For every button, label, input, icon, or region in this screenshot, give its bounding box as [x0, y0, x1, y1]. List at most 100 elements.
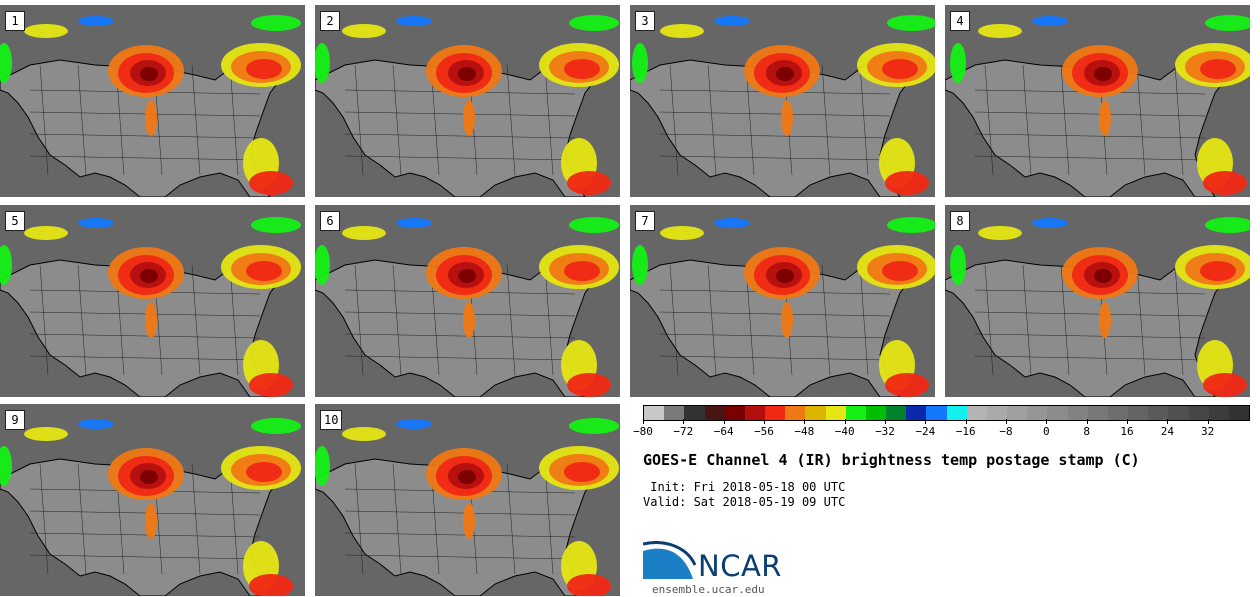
ir-map-graphic: [630, 5, 935, 197]
ir-map-graphic: [315, 205, 620, 397]
colorbar-tick: [643, 419, 644, 424]
member-number-label: 10: [320, 410, 343, 430]
colorbar-tick-label: 32: [1201, 425, 1215, 438]
member-number-label: 2: [320, 11, 340, 31]
valid-time-label: Valid: Sat 2018-05-19 09 UTC: [643, 495, 846, 509]
member-number-label: 7: [635, 211, 655, 231]
colorbar-tick: [683, 419, 685, 424]
colorbar-segment: [1027, 406, 1048, 420]
colorbar-tick-label: −8: [999, 425, 1013, 438]
ir-map-graphic: [945, 205, 1250, 397]
ncar-logo-icon: [643, 541, 697, 579]
colorbar-segment: [744, 406, 766, 420]
ir-satellite-map: [0, 205, 305, 397]
ir-satellite-map: [315, 404, 620, 596]
colorbar-tick-label: −40: [834, 425, 855, 438]
colorbar-segment: [664, 406, 685, 420]
colorbar-tick: [723, 419, 725, 424]
postage-stamp-panel-7: 7: [630, 205, 935, 397]
colorbar-tick-label: −80: [633, 425, 653, 438]
colorbar-tick-label: 0: [1043, 425, 1050, 438]
postage-stamp-panel-8: 8: [945, 205, 1250, 397]
init-time-label: Init: Fri 2018-05-18 00 UTC: [643, 480, 846, 494]
colorbar-segment: [1148, 406, 1169, 420]
colorbar-tick: [764, 419, 765, 424]
colorbar-tick-label: 16: [1120, 425, 1134, 438]
ir-satellite-map: [0, 404, 305, 596]
colorbar-tick: [1046, 419, 1048, 424]
colorbar: [643, 405, 1250, 421]
colorbar-tick: [1127, 419, 1128, 424]
colorbar-tick-label: −16: [955, 425, 976, 438]
colorbar-tick-label: 24: [1160, 425, 1174, 438]
colorbar-tick-label: −56: [754, 425, 774, 438]
colorbar-segment: [926, 406, 947, 420]
member-number-label: 1: [5, 11, 25, 31]
postage-stamp-panel-4: 4: [945, 5, 1250, 197]
colorbar-segment: [805, 406, 826, 420]
colorbar-tick-label: −32: [875, 425, 895, 438]
colorbar-segment: [1128, 406, 1149, 420]
colorbar-tick: [1086, 419, 1088, 424]
colorbar-tick-label: −48: [794, 425, 815, 438]
colorbar-tick: [1167, 419, 1169, 424]
colorbar-tick-label: −64: [713, 425, 734, 438]
colorbar-tick: [885, 419, 886, 424]
colorbar-segment: [785, 406, 806, 420]
ir-satellite-map: [945, 205, 1250, 397]
colorbar-segment: [1107, 406, 1129, 420]
colorbar-segment: [886, 406, 907, 420]
postage-stamp-panel-10: 10: [315, 404, 620, 596]
colorbar-segment: [1228, 406, 1250, 420]
colorbar-tick-labels: −80 −72 −64 −56 −48 −40 −32 −24 −16 −8 0 8 16 24 32: [633, 419, 1248, 439]
colorbar-segment: [644, 406, 665, 420]
postage-stamp-panel-5: 5: [0, 205, 305, 397]
colorbar-segment: [986, 406, 1008, 420]
colorbar-segment: [1208, 406, 1229, 420]
ncar-logo-text: NCAR: [698, 549, 782, 583]
postage-stamp-panel-9: 9: [0, 404, 305, 596]
colorbar-segment: [1067, 406, 1088, 420]
ensemble-url: ensemble.ucar.edu: [652, 583, 765, 596]
postage-stamp-panel-1: 1: [0, 5, 305, 197]
colorbar-segment: [966, 406, 987, 420]
ir-map-graphic: [630, 205, 935, 397]
colorbar-segment: [845, 406, 866, 420]
member-number-label: 3: [635, 11, 655, 31]
colorbar-tick-label: 8: [1083, 425, 1090, 438]
colorbar-segment: [1047, 406, 1068, 420]
member-number-label: 8: [950, 211, 970, 231]
ir-map-graphic: [0, 205, 305, 397]
colorbar-segment: [1007, 406, 1028, 420]
colorbar-tick: [844, 419, 846, 424]
ir-map-graphic: [315, 5, 620, 197]
ir-map-graphic: [315, 404, 620, 596]
colorbar-segment: [765, 406, 786, 420]
member-number-label: 5: [5, 211, 25, 231]
colorbar-tick: [965, 419, 967, 424]
colorbar-tick: [804, 419, 806, 424]
colorbar-tick-label: −72: [673, 425, 694, 438]
ir-satellite-map: [945, 5, 1250, 197]
colorbar-segment: [906, 406, 927, 420]
member-number-label: 4: [950, 11, 970, 31]
colorbar-segment: [825, 406, 846, 420]
ir-map-graphic: [0, 5, 305, 197]
colorbar-segment: [704, 406, 725, 420]
ir-satellite-map: [315, 5, 620, 197]
colorbar-segment: [946, 406, 967, 420]
ir-satellite-map: [315, 205, 620, 397]
ir-satellite-map: [630, 5, 935, 197]
colorbar-tick: [1006, 419, 1007, 424]
colorbar-segment: [684, 406, 705, 420]
colorbar-segment: [1087, 406, 1108, 420]
ir-map-graphic: [945, 5, 1250, 197]
plot-title: GOES-E Channel 4 (IR) brightness temp po…: [643, 451, 1140, 469]
colorbar-tick-label: −24: [915, 425, 936, 438]
postage-stamp-panel-3: 3: [630, 5, 935, 197]
postage-stamp-panel-6: 6: [315, 205, 620, 397]
member-number-label: 6: [320, 211, 340, 231]
colorbar-segment: [724, 406, 745, 420]
postage-stamp-panel-2: 2: [315, 5, 620, 197]
colorbar-segment: [1188, 406, 1209, 420]
